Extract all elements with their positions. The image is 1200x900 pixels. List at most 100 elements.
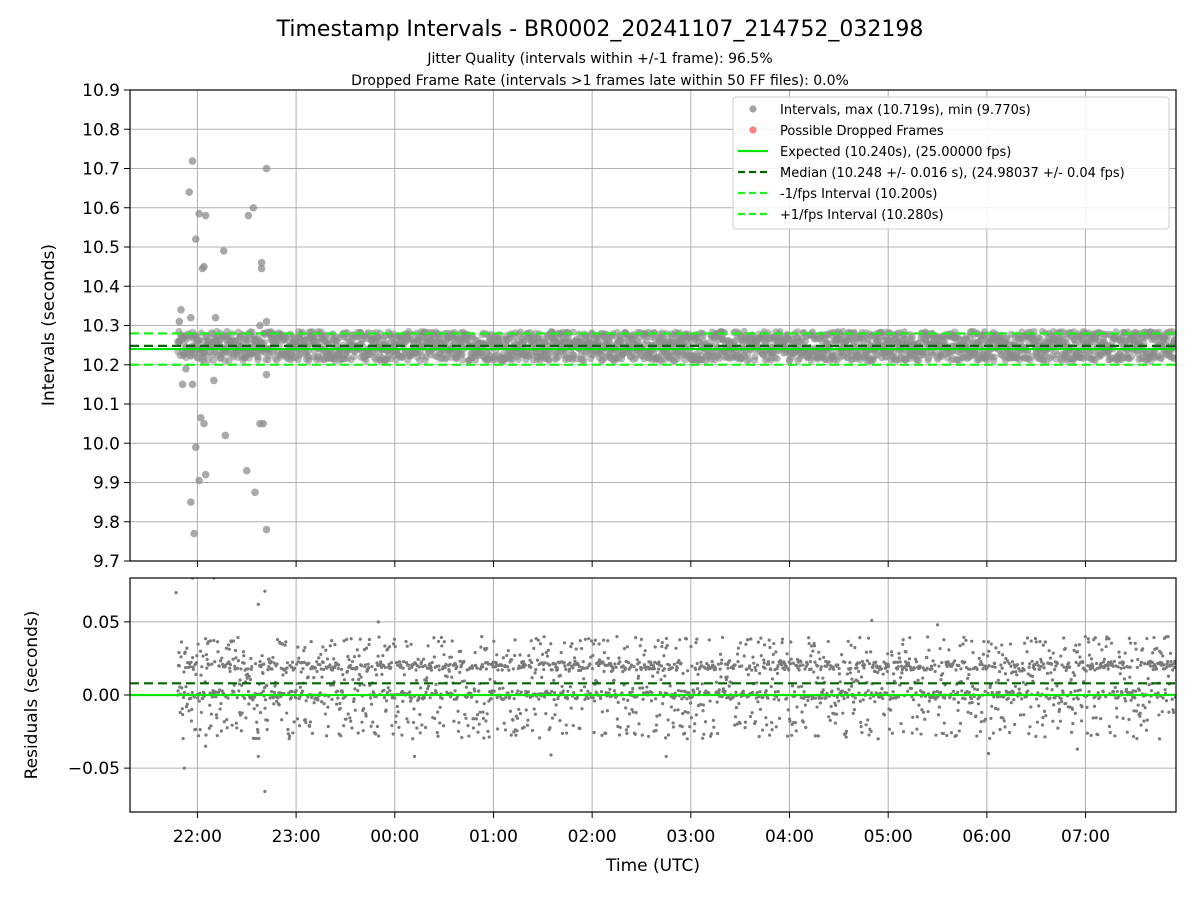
residual-point (809, 667, 813, 671)
interval-outlier (211, 313, 220, 322)
residual-point (429, 668, 434, 672)
residual-point (237, 682, 241, 686)
residual-point (579, 688, 583, 693)
residual-point (482, 736, 486, 740)
residual-point (575, 695, 580, 699)
residual-point (889, 708, 893, 712)
residual-point (1096, 691, 1100, 695)
residual-point (1011, 690, 1015, 694)
residual-point (367, 637, 372, 642)
residual-point (280, 718, 284, 722)
residual-point (482, 701, 486, 706)
residual-point (1100, 648, 1104, 652)
intervals-axis-label: Intervals (seconds) (39, 244, 59, 406)
residual-point (1049, 671, 1053, 675)
legend-marker-intervals (749, 105, 757, 113)
residual-point (471, 726, 476, 730)
residual-point (846, 695, 850, 699)
residual-point (766, 660, 770, 664)
residual-point (411, 720, 416, 725)
residual-point (356, 689, 360, 693)
residual-point (530, 728, 535, 733)
residual-point (968, 667, 972, 671)
residual-point (550, 716, 555, 720)
residual-point (414, 678, 419, 683)
residual-outlier (174, 591, 178, 595)
residual-point (226, 696, 230, 700)
residual-point (834, 703, 838, 708)
residual-point (820, 696, 824, 700)
residual-point (772, 641, 776, 646)
residual-point (1126, 690, 1131, 695)
residual-point (805, 662, 810, 666)
residual-point (371, 720, 375, 724)
residual-point (418, 712, 422, 717)
residual-point (430, 660, 434, 665)
top-y-tick-label: 10.0 (82, 434, 120, 454)
residual-point (980, 710, 984, 714)
residual-point (492, 689, 496, 693)
residual-point (183, 650, 187, 654)
residual-point (668, 684, 672, 688)
residual-point (859, 675, 864, 679)
residual-point (1020, 661, 1025, 665)
residual-point (275, 662, 279, 666)
residual-point (896, 665, 900, 669)
residual-point (798, 664, 802, 668)
residual-point (309, 640, 313, 644)
residual-point (265, 718, 270, 722)
residual-point (835, 695, 840, 699)
residual-point (1006, 678, 1010, 682)
residual-point (753, 720, 758, 724)
residual-point (532, 646, 536, 651)
residual-point (319, 652, 323, 657)
residual-point (368, 683, 372, 687)
residual-point (237, 689, 241, 693)
residual-point (362, 707, 366, 711)
residual-point (688, 725, 692, 729)
residual-point (1052, 667, 1057, 672)
residual-point (189, 660, 193, 664)
residual-point (669, 705, 674, 709)
residual-point (404, 661, 409, 665)
residual-point (734, 706, 738, 710)
residual-point (1030, 674, 1035, 679)
residual-point (812, 670, 816, 674)
residual-point (961, 696, 965, 700)
residual-point (935, 689, 939, 694)
residual-point (301, 667, 305, 671)
residual-point (522, 725, 526, 729)
residual-point (467, 734, 471, 738)
residual-point (945, 664, 949, 669)
residual-point (562, 641, 567, 645)
residual-point (550, 689, 554, 693)
x-tick-label: 23:00 (272, 827, 321, 847)
residual-point (738, 721, 742, 725)
residual-point (363, 663, 367, 667)
residual-point (1025, 650, 1029, 654)
residual-point (811, 696, 815, 700)
residual-point (775, 666, 779, 671)
residual-point (1151, 667, 1155, 672)
residual-point (986, 640, 991, 644)
residual-point (271, 655, 275, 660)
residual-point (987, 649, 991, 653)
x-tick-label: 04:00 (765, 827, 814, 847)
residual-point (240, 711, 244, 715)
residual-point (844, 735, 848, 739)
residual-point (904, 650, 908, 654)
residual-point (591, 653, 595, 658)
residual-point (390, 723, 394, 728)
residual-point (207, 663, 211, 667)
residual-point (1035, 697, 1039, 701)
residual-point (633, 732, 637, 736)
residual-point (852, 700, 856, 704)
residual-point (1131, 734, 1136, 739)
residual-point (658, 713, 662, 717)
residual-point (1112, 659, 1117, 663)
residual-point (690, 664, 694, 668)
residual-point (1033, 663, 1037, 667)
residual-point (979, 659, 983, 664)
residual-point (755, 663, 760, 667)
residual-point (215, 733, 219, 738)
